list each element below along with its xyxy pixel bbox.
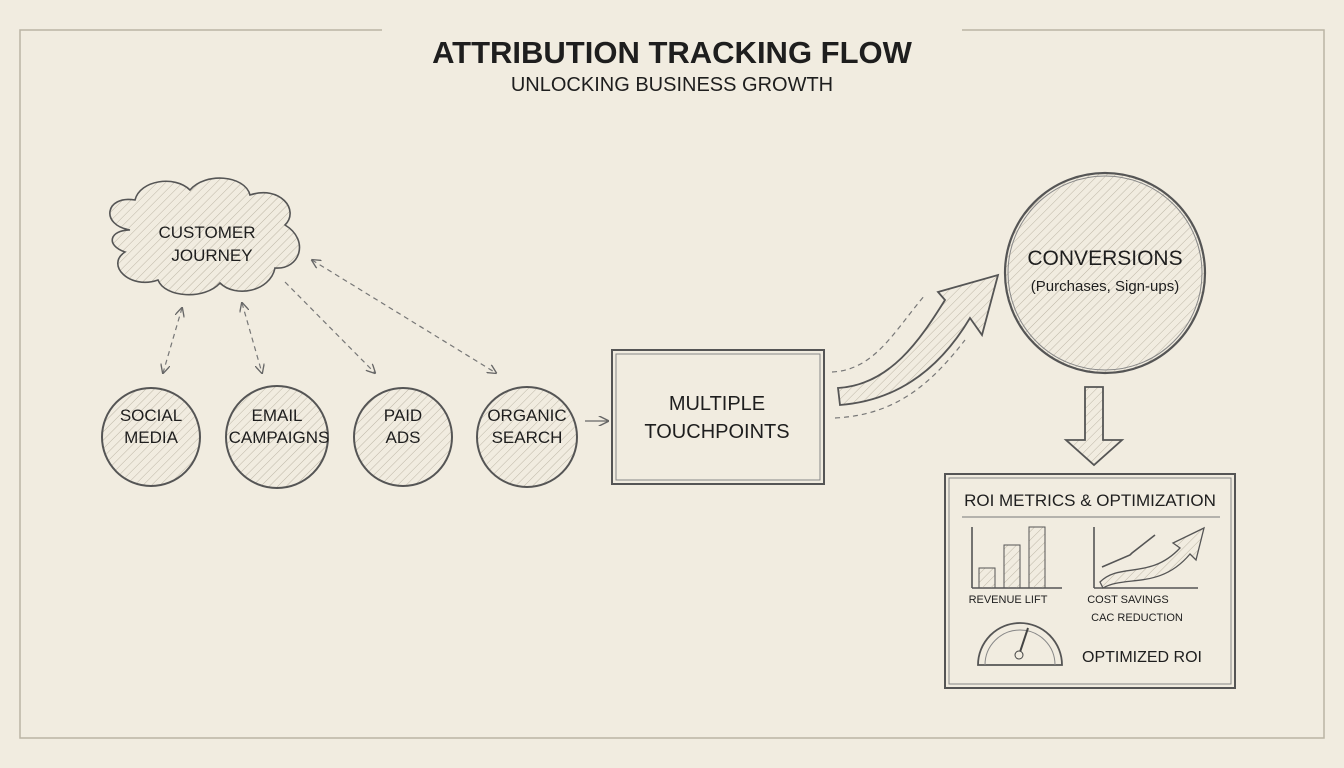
conversions-detail: (Purchases, Sign-ups) bbox=[1031, 278, 1179, 295]
curved-arrow-icon bbox=[831, 273, 1000, 419]
channel-email-campaigns: EMAIL CAMPAIGNS bbox=[225, 385, 330, 489]
channel-organic-search: ORGANIC SEARCH bbox=[476, 386, 578, 488]
trend-arrow-icon bbox=[1093, 526, 1205, 589]
channel-label: SEARCH bbox=[492, 428, 563, 447]
roi-title: ROI METRICS & OPTIMIZATION bbox=[964, 491, 1216, 510]
channel-label: ADS bbox=[386, 428, 421, 447]
down-arrow-icon bbox=[1063, 386, 1125, 467]
outer-frame bbox=[19, 29, 1325, 739]
revenue-lift-label: REVENUE LIFT bbox=[969, 594, 1048, 606]
channel-label: ORGANIC bbox=[487, 406, 566, 425]
customer-journey-cloud: CUSTOMER JOURNEY bbox=[109, 177, 301, 296]
channel-social-media: SOCIAL MEDIA bbox=[101, 387, 201, 487]
touchpoints-label: MULTIPLE bbox=[669, 393, 765, 415]
cac-reduction-label: CAC REDUCTION bbox=[1091, 612, 1183, 624]
gauge-icon bbox=[977, 622, 1063, 666]
conversions-title: CONVERSIONS bbox=[1027, 247, 1182, 270]
channel-label: MEDIA bbox=[124, 428, 179, 447]
channel-label: SOCIAL bbox=[120, 406, 182, 425]
journey-connectors bbox=[163, 260, 496, 373]
channel-label: CAMPAIGNS bbox=[229, 428, 330, 447]
touchpoints-box: MULTIPLE TOUCHPOINTS bbox=[611, 349, 825, 485]
conversions-circle: CONVERSIONS (Purchases, Sign-ups) bbox=[1003, 171, 1207, 375]
cloud-label-line2: JOURNEY bbox=[171, 246, 252, 265]
channel-paid-ads: PAID ADS bbox=[353, 387, 453, 487]
cost-savings-label: COST SAVINGS bbox=[1087, 594, 1169, 606]
cloud-label-line1: CUSTOMER bbox=[159, 223, 256, 242]
bar-chart-icon bbox=[971, 526, 1062, 589]
channel-label: PAID bbox=[384, 406, 422, 425]
optimized-roi-label: OPTIMIZED ROI bbox=[1082, 649, 1202, 666]
page-subtitle: UNLOCKING BUSINESS GROWTH bbox=[511, 74, 833, 96]
roi-metrics-panel: ROI METRICS & OPTIMIZATION REVENUE LIFT … bbox=[944, 473, 1236, 689]
channel-label: EMAIL bbox=[251, 406, 302, 425]
page-title: ATTRIBUTION TRACKING FLOW bbox=[432, 35, 913, 70]
touchpoints-label: TOUCHPOINTS bbox=[644, 421, 789, 443]
